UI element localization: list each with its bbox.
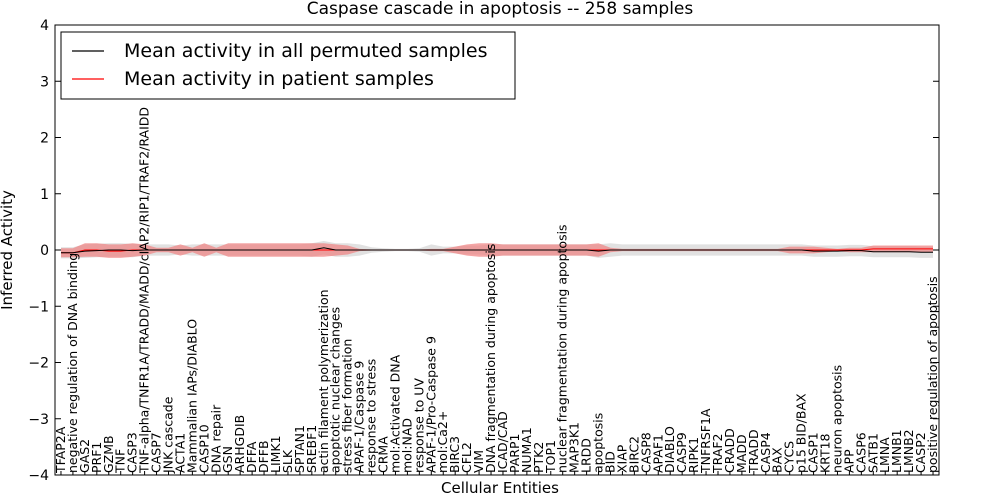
x-tick-label: PARP1 [507, 434, 522, 473]
x-tick-label: KRT18 [818, 433, 833, 473]
legend: Mean activity in all permuted samples Me… [60, 31, 516, 100]
x-tick-label: APAF-1/Caspase 9 [352, 361, 367, 473]
y-tick-label: −1 [28, 299, 49, 315]
y-axis: 4 3 2 1 0 −1 −2 −3 −4 [28, 18, 939, 484]
y-tick-label: −3 [28, 412, 49, 428]
x-tick-label: PRF1 [89, 442, 104, 473]
x-tick-label: DNA fragmentation during apoptosis [483, 244, 498, 473]
chart-title: Caspase cascade in apoptosis -- 258 samp… [307, 0, 694, 19]
x-tick-label: actin filament polymerization [316, 289, 331, 473]
x-tick-label: response to stress [364, 359, 379, 473]
x-tick-label: response to UV [411, 378, 426, 473]
x-tick-label: negative regulation of DNA binding [65, 253, 80, 473]
x-tick-label: SLK [280, 449, 295, 473]
x-tick-label: TNF-alpha/TNFR1A/TRADD/MADD/cIAP2/RIP1/T… [137, 107, 152, 474]
x-tick-label: CASP3 [125, 432, 140, 473]
x-tick-label: CRMA [376, 436, 391, 473]
x-tick-label: TOP1 [543, 440, 558, 474]
x-tick-label: LMNB1 [889, 429, 904, 473]
x-tick-label: TNFRSF1A [698, 408, 713, 474]
x-tick-label: ICAD/CAD [495, 411, 510, 473]
x-tick-label: XIAP [614, 444, 629, 473]
x-tick-label: CRADD [722, 428, 737, 473]
legend-label-permuted: Mean activity in all permuted samples [124, 40, 487, 62]
y-tick-label: −2 [28, 356, 49, 372]
x-tick-label: CASP9 [674, 432, 689, 473]
x-tick-label: Mammalian IAPs/DIABLO [184, 319, 199, 473]
x-tick-label: DFFA [244, 441, 259, 473]
x-tick-label: SATB1 [865, 433, 880, 473]
x-tick-label: p15 BID/BAX [794, 393, 809, 473]
x-tick-label: ACTA1 [172, 433, 187, 473]
series-line-0 [61, 247, 933, 254]
x-tick-label: CASP7 [149, 432, 164, 473]
y-tick-label: 1 [40, 187, 49, 203]
x-tick-label: APP [841, 449, 856, 473]
x-tick-label: TRAF2 [710, 433, 725, 474]
x-tick-label: ARHGDIB [232, 415, 247, 473]
x-tick-label: SREBF1 [304, 425, 319, 473]
x-tick-label: CFL2 [459, 442, 474, 473]
x-tick-label: BIRC3 [447, 436, 462, 473]
x-tick-label: APAF-1/Pro-Caspase 9 [423, 336, 438, 473]
x-tick-label: positive regulation of apoptosis [925, 276, 940, 473]
y-axis-label: Inferred Activity [0, 190, 16, 310]
x-tick-label: BIRC2 [626, 436, 641, 473]
x-tick-label: BID [602, 451, 617, 473]
x-tick-label: MAP3K1 [567, 422, 582, 473]
x-tick-label: CASP2 [913, 432, 928, 473]
y-tick-label: 0 [40, 243, 49, 259]
x-axis-label: Cellular Entities [441, 479, 559, 497]
x-tick-label: JNK cascade [160, 396, 175, 474]
x-tick-label: stress fiber formation [340, 339, 355, 473]
x-tick-label: DIABLO [662, 426, 677, 473]
x-tick-label: TRADD [746, 429, 761, 474]
x-tick-label: LRDD [579, 438, 594, 473]
x-tick-label: TFAP2A [53, 426, 68, 474]
x-tick-label: GSN [220, 446, 235, 473]
x-tick-label: CASP8 [638, 432, 653, 473]
x-tick-label: LIMK1 [268, 435, 283, 473]
x-tick-label: neuron apoptosis [829, 365, 844, 473]
y-tick-label: 3 [40, 74, 49, 90]
x-tick-label: LMNA [877, 437, 892, 473]
x-tick-label: DFFB [256, 440, 271, 473]
x-tick-label: mol:Ca2+ [435, 411, 450, 473]
x-tick-label: DNA repair [208, 404, 223, 473]
x-tick-label: apoptotic nuclear changes [328, 307, 343, 473]
x-tick-label: mol:NAD [399, 418, 414, 473]
x-tick-label: nuclear fragmentation during apoptosis [555, 224, 570, 473]
x-tick-label: apoptosis [591, 413, 606, 473]
x-tick-label: NUMA1 [519, 427, 534, 473]
x-tick-label: CASP10 [196, 424, 211, 473]
y-tick-label: −4 [28, 468, 49, 484]
x-tick-label: CASP4 [758, 432, 773, 473]
x-tick-label: VIM [471, 450, 486, 473]
legend-box [60, 31, 516, 100]
x-tick-label: PTK2 [531, 442, 546, 473]
x-tick-label: RIPK1 [686, 437, 701, 473]
x-tick-label: APAF1 [650, 434, 665, 473]
x-tick-label: MADD [734, 434, 749, 473]
x-tick-label: BAX [770, 447, 785, 473]
x-tick-label: CYCS [782, 441, 797, 473]
x-tick-label: GZMB [101, 435, 116, 473]
legend-label-patient: Mean activity in patient samples [124, 68, 434, 90]
x-tick-label: mol:Activated DNA [387, 354, 402, 473]
x-tick-label: GAS2 [77, 439, 92, 473]
x-tick-label: TNF [113, 449, 128, 474]
y-tick-label: 2 [40, 131, 49, 147]
x-tick-label: LMNB2 [901, 429, 916, 473]
x-tick-label: CASP1 [806, 432, 821, 473]
spread-band-1 [61, 243, 933, 258]
series-lines [61, 247, 933, 254]
x-tick-label: CASP6 [853, 432, 868, 473]
y-tick-label: 4 [40, 18, 49, 34]
x-tick-label: SPTAN1 [292, 425, 307, 473]
